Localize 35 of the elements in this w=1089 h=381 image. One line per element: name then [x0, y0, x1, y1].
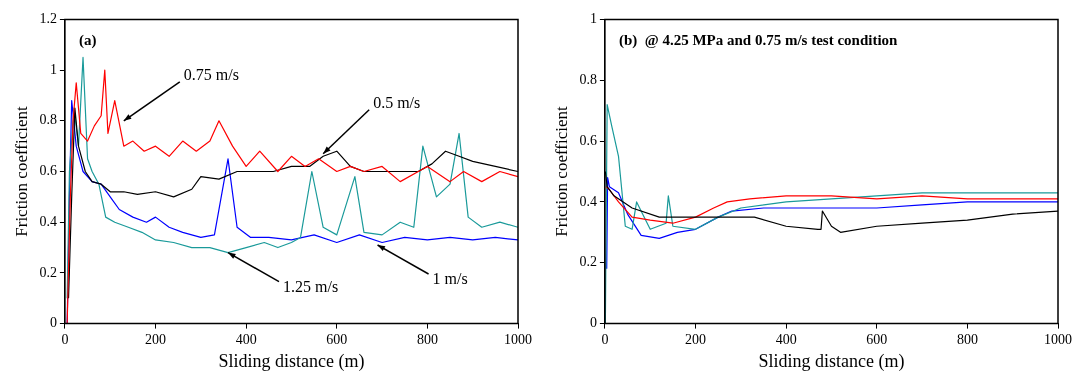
annotation: 0.5 m/s	[373, 93, 421, 111]
x-axis-title: Sliding distance (m)	[218, 350, 365, 372]
y-tick-label: 0.8	[39, 112, 57, 128]
y-tick-label: 0.2	[39, 264, 57, 280]
annotation: 1.25 m/s	[283, 277, 339, 295]
y-tick-label: 0	[49, 315, 57, 331]
x-tick-label: 600	[326, 331, 348, 347]
y-tick-label: 0.4	[579, 193, 597, 209]
x-tick-label: 1000	[504, 331, 532, 347]
y-tick-label: 0.4	[39, 213, 57, 229]
y-axis-title: Friction coefficient	[551, 106, 571, 237]
x-tick-label: 400	[775, 331, 797, 347]
y-tick-label: 0.2	[579, 254, 597, 270]
x-tick-label: 400	[235, 331, 257, 347]
y-tick-label: 1	[589, 11, 597, 27]
text: (b) @ 4.25 MPa and 0.75 m/s test condition	[618, 31, 899, 49]
x-tick-label: 1000	[1044, 331, 1072, 347]
y-tick-label: 0.6	[579, 132, 597, 148]
x-tick-label: 800	[956, 331, 978, 347]
x-tick-label: 200	[685, 331, 707, 347]
x-axis-title: Sliding distance (m)	[758, 350, 905, 372]
y-axis-title: Friction coefficient	[11, 106, 31, 237]
y-tick-label: 0.8	[579, 71, 597, 87]
x-tick-label: 0	[601, 331, 609, 347]
x-tick-label: 0	[61, 331, 69, 347]
annotation: 0.75 m/s	[183, 66, 239, 83]
x-tick-label: 800	[416, 331, 438, 347]
x-tick-label: 600	[866, 331, 888, 347]
y-tick-label: 0.6	[39, 163, 57, 179]
y-tick-label: 1.2	[39, 11, 57, 27]
y-tick-label: 1	[49, 61, 57, 77]
annotation: 1 m/s	[432, 270, 468, 288]
x-tick-label: 200	[145, 331, 167, 347]
y-tick-label: 0	[589, 315, 597, 331]
text: (a)	[78, 31, 97, 49]
